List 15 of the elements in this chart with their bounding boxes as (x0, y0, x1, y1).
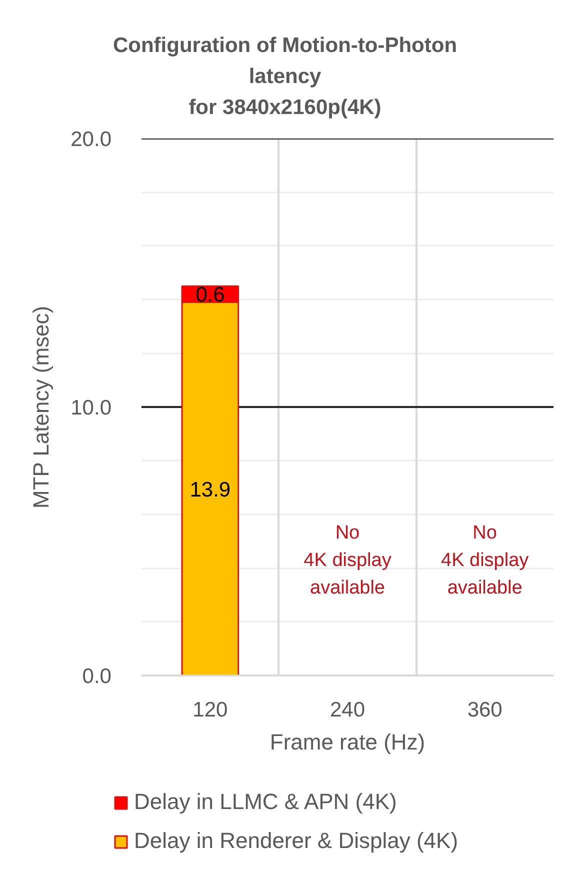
x-tick-label: 240 (330, 698, 366, 722)
annotation: No 4K display available (441, 522, 530, 598)
y-tick-label: 20.0 (70, 128, 112, 151)
legend-label: Delay in LLMC & APN (4K) (134, 789, 397, 815)
data-label: 0.6 (196, 284, 225, 307)
y-tick-label: 0.0 (82, 665, 112, 688)
y-tick-label: 10.0 (70, 396, 112, 420)
x-axis-title: Frame rate (Hz) (270, 730, 426, 754)
legend-label: Delay in Renderer & Display (4K) (134, 828, 458, 854)
y-axis-title: MTP Latency (msec) (28, 306, 54, 508)
x-tick-label: 120 (192, 698, 228, 722)
annotation: No 4K display available (304, 522, 392, 598)
x-tick-label: 360 (467, 698, 502, 722)
chart-title: Configuration of Motion-to-Photon latency for 3840x2160p(4K) (112, 33, 458, 121)
data-label: 13.9 (190, 478, 231, 502)
